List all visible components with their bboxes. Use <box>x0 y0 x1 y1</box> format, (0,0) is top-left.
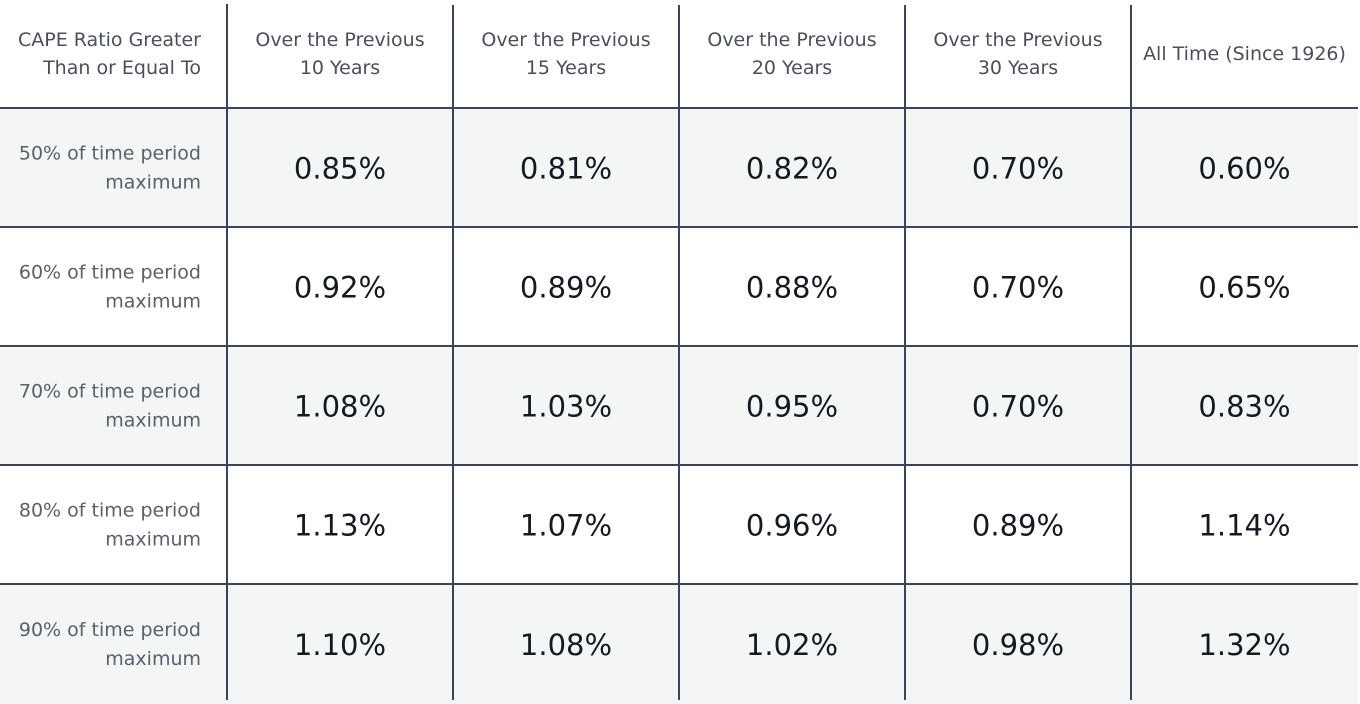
value-cell: 1.14% <box>1198 509 1290 543</box>
value-cell: 0.92% <box>294 271 386 305</box>
value-cell: 1.13% <box>294 509 386 543</box>
value-cell: 1.08% <box>520 628 612 662</box>
column-header-line: Over the Previous <box>707 29 876 51</box>
column-headers: Over the Previous 10 Years Over the Previo… <box>255 29 1346 79</box>
value-cell: 0.70% <box>972 271 1064 305</box>
value-cell: 0.88% <box>746 271 838 305</box>
column-header-line: 30 Years <box>978 57 1058 79</box>
value-cell: 0.83% <box>1198 390 1290 424</box>
value-cell: 0.81% <box>520 152 612 186</box>
row-label-line: maximum <box>105 648 201 670</box>
grid-lines <box>0 4 1358 700</box>
row-label-line: 90% of time period <box>19 619 201 641</box>
value-cell: 1.07% <box>520 509 612 543</box>
column-header-line: Over the Previous <box>481 29 650 51</box>
row-label-line: 60% of time period <box>19 262 201 284</box>
value-cell: 0.98% <box>972 628 1064 662</box>
value-cell: 0.70% <box>972 152 1064 186</box>
value-cell: 0.96% <box>746 509 838 543</box>
value-cell: 1.10% <box>294 628 386 662</box>
column-header-line: 10 Years <box>300 57 380 79</box>
value-cell: 0.89% <box>520 271 612 305</box>
row-label-line: 70% of time period <box>19 381 201 403</box>
value-cell: 1.32% <box>1198 628 1290 662</box>
row-label-line: maximum <box>105 410 201 432</box>
column-header-line: 15 Years <box>526 57 606 79</box>
corner-header-line: Than or Equal To <box>42 57 201 79</box>
value-cell: 0.82% <box>746 152 838 186</box>
column-header-line: 20 Years <box>752 57 832 79</box>
row-label-line: maximum <box>105 291 201 313</box>
column-header-line: Over the Previous <box>933 29 1102 51</box>
row-label-line: 80% of time period <box>19 500 201 522</box>
value-cell: 1.02% <box>746 628 838 662</box>
value-cells: 0.85% 0.81% 0.82% 0.70% 0.60% 0.92% 0.89% 0.88%… <box>294 152 1291 663</box>
value-cell: 1.03% <box>520 390 612 424</box>
value-cell: 0.70% <box>972 390 1064 424</box>
value-cell: 0.89% <box>972 509 1064 543</box>
row-label-line: maximum <box>105 529 201 551</box>
row-label-line: maximum <box>105 172 201 194</box>
value-cell: 0.85% <box>294 152 386 186</box>
value-cell: 1.08% <box>294 390 386 424</box>
column-header-line: Over the Previous <box>255 29 424 51</box>
value-cell: 0.60% <box>1198 152 1290 186</box>
column-header-line: All Time (Since 1926) <box>1143 43 1346 65</box>
corner-header: CAPE Ratio Greater Than or Equal To <box>18 29 201 79</box>
row-label-line: 50% of time period <box>19 143 201 165</box>
value-cell: 0.65% <box>1198 271 1290 305</box>
value-cell: 0.95% <box>746 390 838 424</box>
corner-header-line: CAPE Ratio Greater <box>18 29 201 51</box>
row-labels: 50% of time period maximum 60% of time per… <box>19 143 201 671</box>
